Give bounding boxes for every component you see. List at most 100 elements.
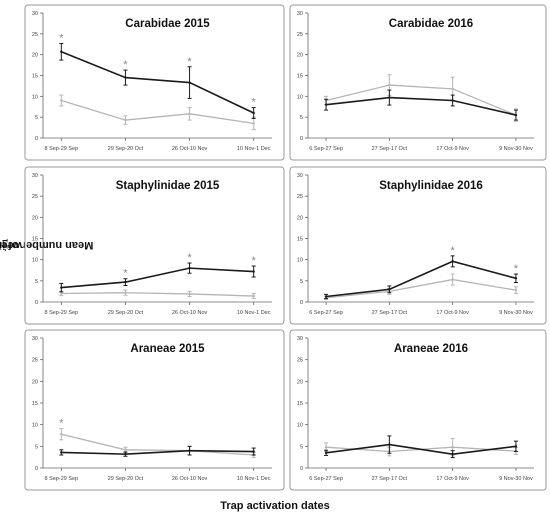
y-tick-label: 25 <box>297 358 303 364</box>
y-tick-label: 0 <box>300 466 303 472</box>
data-point <box>124 452 127 456</box>
data-point <box>514 288 518 292</box>
x-tick-label: 8 Sep-29 Sep <box>44 146 78 152</box>
y-tick-label: 25 <box>32 32 38 38</box>
significance-star: * <box>187 56 192 68</box>
y-tick-label: 30 <box>297 336 303 342</box>
x-tick-label: 29 Sep-20 Oct <box>108 146 144 152</box>
y-tick-label: 30 <box>32 336 38 342</box>
y-tick-label: 25 <box>32 358 38 364</box>
y-tick-label: 10 <box>297 423 303 429</box>
y-tick-label: 15 <box>32 74 38 80</box>
series-2-line <box>61 99 254 125</box>
data-point <box>252 294 255 298</box>
series-2-line <box>326 278 517 299</box>
x-tick-label: 10 Nov-1 Dec <box>237 476 271 482</box>
data-point <box>514 445 518 448</box>
x-tick-label: 10 Nov-1 Dec <box>237 146 271 152</box>
panel-frame <box>24 166 285 325</box>
y-tick-label: 0 <box>35 466 38 472</box>
y-tick-label: 10 <box>32 258 38 264</box>
panel-frame <box>24 329 285 491</box>
data-point <box>324 451 328 455</box>
panel-3: 0 5 10 15 20 25 30 8 Sep-29 Sep 29 Sep-20 Oct 26 … <box>24 166 285 325</box>
data-point <box>124 76 127 79</box>
data-point <box>124 118 127 122</box>
series-2-line <box>325 84 517 116</box>
x-tick-label: 29 Sep-20 Oct <box>108 310 144 316</box>
x-axis-label: Trap activation dates <box>220 500 330 512</box>
data-point <box>324 446 328 449</box>
data-point <box>324 103 328 106</box>
x-tick-label: 17 Oct-9 Nov <box>436 310 469 316</box>
data-point <box>451 452 454 456</box>
data-point <box>388 288 391 291</box>
y-tick-label: 20 <box>297 379 303 385</box>
y-tick-label: 20 <box>297 53 303 59</box>
y-tick-label: 5 <box>300 279 303 285</box>
y-tick-label: 30 <box>32 11 38 17</box>
y-tick-label: 0 <box>300 300 303 306</box>
data-point <box>188 112 191 116</box>
data-point <box>188 81 191 84</box>
panel-title: Staphylinidae 2016 <box>379 180 483 192</box>
y-tick-label: 10 <box>32 423 38 429</box>
y-tick-label: 15 <box>297 237 303 243</box>
y-tick-label: 20 <box>297 215 303 221</box>
x-tick-label: 10 Nov-1 Dec <box>237 310 271 316</box>
y-tick-label: 0 <box>35 300 38 306</box>
significance-star: * <box>252 97 257 109</box>
data-point <box>60 286 63 289</box>
x-tick-label: 17 Oct-9 Nov <box>436 476 469 482</box>
panel-frame <box>289 329 547 491</box>
data-point <box>388 443 391 446</box>
x-tick-label: 26 Oct-10 Nov <box>172 476 208 482</box>
data-point <box>388 96 391 99</box>
panel-frame <box>289 4 547 161</box>
data-point <box>252 270 255 273</box>
panel-title: Araneae 2016 <box>394 343 468 355</box>
significance-star: * <box>450 245 455 257</box>
data-point <box>124 448 127 451</box>
panel-4: 0 5 10 15 20 25 30 6 Sep-27 Sep 27 Sep-17 Oct 17 … <box>289 166 547 325</box>
data-point <box>60 451 63 454</box>
x-tick-label: 9 Nov-30 Nov <box>499 146 533 152</box>
data-point <box>514 277 518 280</box>
significance-star: * <box>123 59 128 71</box>
data-point <box>188 449 191 452</box>
panel-title: Carabidae 2016 <box>389 18 473 30</box>
panel-title: Staphylinidae 2015 <box>116 180 220 192</box>
y-tick-label: 10 <box>297 258 303 264</box>
panel-title: Araneae 2015 <box>130 343 205 355</box>
panel-2: 0 5 10 15 20 25 30 6 Sep-27 Sep 27 Sep-17 Oct 17 … <box>289 4 547 161</box>
x-tick-label: 9 Nov-30 Nov <box>499 476 533 482</box>
y-tick-label: 10 <box>297 94 303 100</box>
x-tick-label: 26 Oct-10 Nov <box>172 310 208 316</box>
panel-6: 0 5 10 15 20 25 30 6 Sep-27 Sep 27 Sep-17 Oct 17 … <box>289 329 547 491</box>
data-point <box>324 295 328 298</box>
series-1-line <box>325 443 517 455</box>
y-tick-label: 20 <box>32 215 38 221</box>
y-tick-label: 5 <box>35 444 38 450</box>
panel-title: Carabidae 2015 <box>125 18 210 30</box>
data-point <box>124 291 127 294</box>
data-point <box>252 122 255 125</box>
panel-1: 0 5 10 15 20 25 30 8 Sep-29 Sep 29 Sep-20 Oct 26 … <box>24 4 285 161</box>
x-tick-label: 27 Sep-17 Oct <box>372 146 408 152</box>
x-tick-label: 27 Sep-17 Oct <box>372 476 408 482</box>
y-tick-label: 5 <box>35 115 38 121</box>
y-tick-label: 10 <box>32 94 38 100</box>
x-tick-label: 6 Sep-27 Sep <box>309 146 343 152</box>
significance-star: * <box>514 263 519 275</box>
y-tick-label: 20 <box>32 379 38 385</box>
panel-frame <box>24 4 285 161</box>
y-tick-label: 15 <box>32 401 38 407</box>
data-point <box>451 99 454 102</box>
data-point <box>388 83 391 87</box>
series-1-line <box>61 267 254 289</box>
significance-star: * <box>252 255 257 267</box>
data-point <box>60 292 63 295</box>
series-1-line <box>61 449 254 455</box>
significance-star: * <box>59 32 64 44</box>
